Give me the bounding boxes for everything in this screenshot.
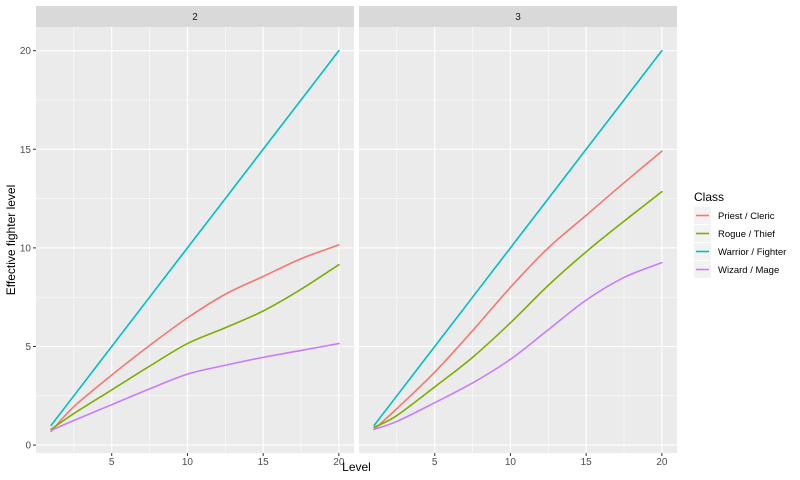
series-line-warrior-fighter <box>373 49 663 427</box>
series-line-priest-cleric <box>50 244 340 433</box>
legend-label-wizard-mage: Wizard / Mage <box>718 265 779 276</box>
series-line-wizard-mage <box>373 261 663 431</box>
y-tick-label: 10 <box>20 243 32 254</box>
legend-label-warrior-fighter: Warrior / Fighter <box>718 247 786 258</box>
y-tick-label: 20 <box>20 46 32 57</box>
facet-strip-label: 2 <box>192 12 198 23</box>
series-line-wizard-mage <box>50 342 340 432</box>
facet-panel-2: 2 5 10 15 20 0 5 10 15 20 <box>20 6 354 468</box>
series-line-rogue-thief <box>373 190 663 429</box>
y-axis-title: Effective fighter level <box>4 185 18 296</box>
series-line-priest-cleric <box>373 150 663 431</box>
y-tick-label: 5 <box>25 342 31 353</box>
series-line-rogue-thief <box>50 263 340 431</box>
x-tick-label: 5 <box>432 457 438 468</box>
legend-title: Class <box>694 190 724 204</box>
facet-panel-3: 3 5 10 15 20 <box>359 6 677 468</box>
x-axis-title: Level <box>342 460 371 474</box>
y-tick-label: 15 <box>20 145 32 156</box>
facet-strip <box>359 6 677 27</box>
x-tick-label: 10 <box>505 457 517 468</box>
legend: Class Priest / Cleric Rogue / Thief Warrior… <box>694 190 786 278</box>
x-tick-label: 10 <box>182 457 194 468</box>
legend-label-priest-cleric: Priest / Cleric <box>718 211 775 222</box>
series-line-warrior-fighter <box>50 49 340 427</box>
x-tick-label: 20 <box>333 457 345 468</box>
y-tick-label: 0 <box>25 441 31 452</box>
x-tick-label: 15 <box>581 457 593 468</box>
legend-label-rogue-thief: Rogue / Thief <box>718 229 775 240</box>
plot-panel <box>359 27 677 453</box>
facet-strip-label: 3 <box>515 12 521 23</box>
x-tick-label: 5 <box>109 457 115 468</box>
facet-strip <box>36 6 354 27</box>
plot-panel <box>36 27 354 453</box>
x-tick-label: 20 <box>656 457 668 468</box>
x-tick-label: 15 <box>258 457 270 468</box>
